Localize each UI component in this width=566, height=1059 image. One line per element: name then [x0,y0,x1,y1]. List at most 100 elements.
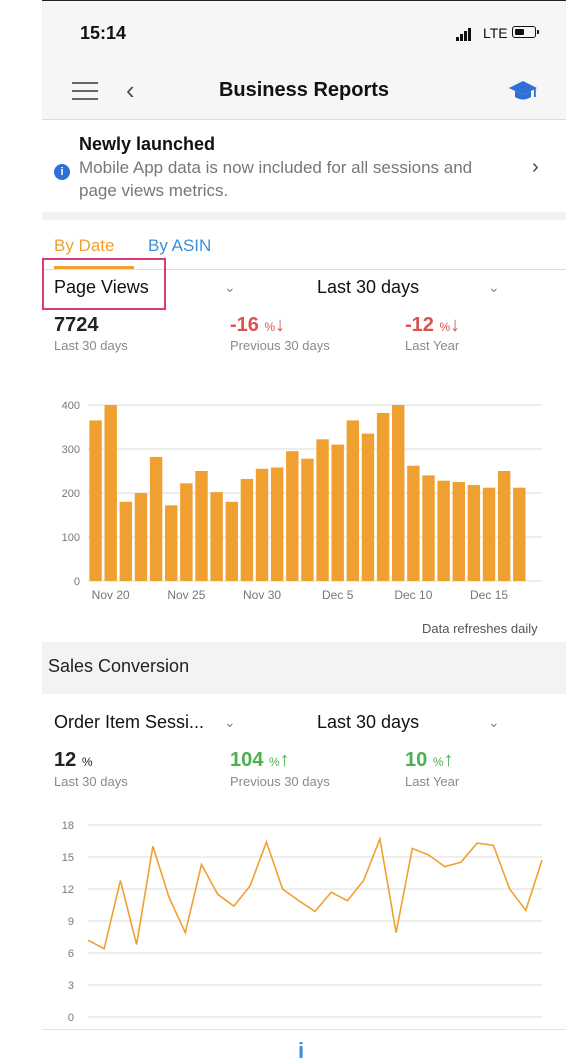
chevron-down-icon[interactable]: ⌄ [488,279,500,295]
battery-icon [512,26,539,38]
tab-by-asin[interactable]: By ASIN [148,236,212,255]
bar [210,492,223,581]
bar [346,420,360,581]
section-divider [42,212,566,220]
banner-title: Newly launched [79,134,216,154]
metric-value-previous: 104 %↑ [230,749,290,771]
bar [225,501,238,581]
bar [422,475,435,581]
metric-label: Last Year [405,338,460,353]
chevron-down-icon[interactable]: ⌄ [224,714,236,730]
series-line [87,835,543,950]
arrow-up-icon: ↑ [443,749,454,771]
bar [165,505,178,581]
y-tick-label: 300 [62,444,80,456]
network-label: LTE [483,25,508,41]
x-tick-label: Nov 30 [243,588,281,602]
x-tick-label: Dec 5 [322,588,354,602]
bar [180,483,193,581]
info-icon: i [54,164,70,180]
y-tick-label: 0 [74,576,80,588]
arrow-down-icon: ↓ [275,314,286,336]
bar [119,501,133,581]
refresh-note: Data refreshes daily [422,621,538,636]
bar [301,458,314,581]
x-tick-label: Dec 15 [470,588,508,602]
bar [240,478,254,581]
y-tick-label: 100 [62,532,80,544]
status-time: 15:14 [80,23,127,43]
metric-value-current: 12 % [54,749,93,771]
metric-label: Last 30 days [54,774,128,789]
arrow-up-icon: ↑ [279,749,290,771]
app-screen: 15:14 LTE ‹ Business Reports Newly launc… [42,0,566,1059]
x-tick-label: Dec 10 [394,588,432,602]
chevron-down-icon[interactable]: ⌄ [224,279,236,295]
bar [134,493,148,581]
metric-value-previous: -16 %↓ [230,314,286,336]
bar [89,420,102,581]
banner-text: Mobile App data is now included for all … [79,158,473,200]
bar [149,456,163,581]
x-tick-label: Nov 25 [167,588,205,602]
bar [286,451,299,581]
metric-dropdown[interactable]: Page Views [54,277,149,297]
section-header: Sales Conversion [42,642,566,694]
tab-bar: By Date By ASIN [42,220,566,270]
chevron-right-icon[interactable]: › [532,156,539,178]
metric-label: Last Year [405,774,460,789]
metric-value-last-year: 10 %↑ [405,749,454,771]
y-tick-label: 6 [68,948,74,960]
metric-label: Previous 30 days [230,338,330,353]
conversion-line-chart: 0 3 6 9 12 15 18 [62,820,543,1024]
bar [361,433,375,581]
nav-bar: ‹ Business Reports [42,63,566,120]
section-title: Sales Conversion [48,656,190,676]
y-tick-label: 9 [68,916,74,928]
y-tick-label: 200 [62,488,80,500]
bar [392,405,405,581]
bar [255,468,269,581]
y-tick-label: 12 [62,884,74,896]
bar [331,444,344,581]
y-tick-label: 15 [62,852,74,864]
bar [482,487,496,581]
bar [316,439,329,581]
bar [437,480,450,581]
bottom-bar: i [42,1029,566,1059]
y-tick-label: 400 [62,400,80,412]
bar [513,487,526,581]
y-tick-label: 3 [68,980,74,992]
metric-value-current: 7724 [54,314,99,336]
date-range-dropdown[interactable]: Last 30 days [317,712,420,732]
x-tick-label: Nov 20 [92,588,130,602]
page-title: Business Reports [218,79,390,101]
date-range-dropdown[interactable]: Last 30 days [317,277,420,297]
bar [195,471,208,581]
announcement-banner[interactable]: Newly launched i Mobile App data is now … [42,120,566,212]
metric-label: Previous 30 days [230,774,330,789]
metric-value-last-year: -12 %↓ [405,314,461,336]
signal-icon [456,27,476,41]
metric-dropdown[interactable]: Order Item Sessi... [54,712,205,732]
arrow-down-icon: ↓ [450,314,461,336]
bar [467,485,481,581]
metric-label: Last 30 days [54,338,128,353]
y-tick-label: 0 [68,1012,74,1024]
page-views-bar-chart: 0 100 200 300 400 Nov 20 Nov 25 Nov 30 Dec 5 Dec … [62,400,542,602]
highlight-box [42,258,166,310]
chevron-down-icon[interactable]: ⌄ [488,714,500,730]
tab-by-date[interactable]: By Date [54,236,115,255]
bar [270,467,284,581]
y-tick-label: 18 [62,820,74,832]
bar [104,405,117,581]
info-icon[interactable]: i [298,1038,305,1059]
hamburger-icon[interactable] [72,82,98,100]
bar [497,471,511,581]
chevron-left-icon[interactable]: ‹ [126,75,135,105]
active-tab-indicator [54,266,134,269]
bar [452,482,465,581]
graduation-cap-icon[interactable] [508,78,538,104]
bar [376,412,390,581]
status-bar: 15:14 LTE [42,1,566,63]
